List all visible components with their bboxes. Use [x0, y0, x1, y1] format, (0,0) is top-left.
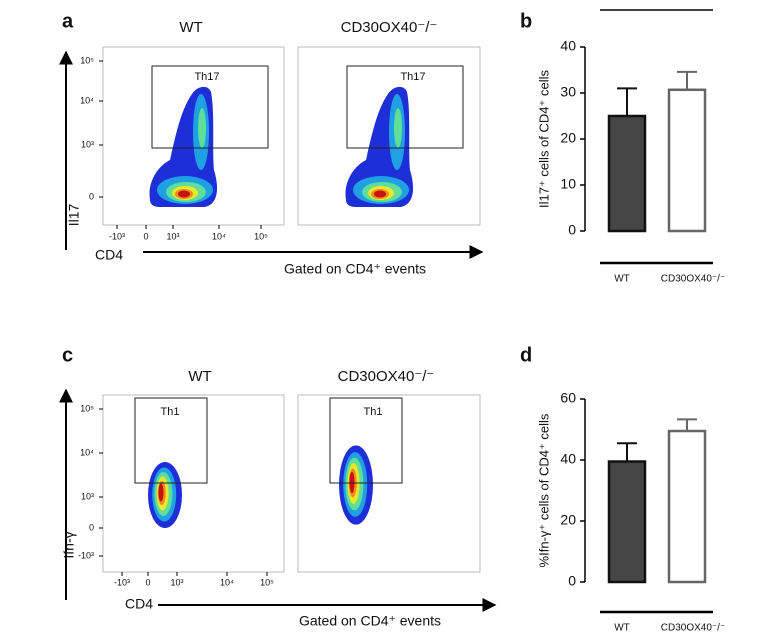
panel-letter: b [520, 10, 532, 32]
y-tick-label: 0 [89, 522, 94, 532]
y-tick-label: 10⁵ [80, 55, 94, 65]
gate [329, 397, 403, 484]
bar [607, 460, 647, 584]
x-tick-label: 10⁴ [212, 231, 226, 241]
density-contour [374, 190, 386, 198]
y-tick-label: 20 [560, 512, 576, 528]
plot-frame [102, 46, 285, 226]
y-tick-label: 10 [560, 176, 576, 192]
y-tick-label: 40 [560, 38, 576, 54]
plot-title: CD30OX40⁻/⁻ [338, 368, 435, 385]
gate [151, 65, 269, 149]
y-tick-label: 10³ [81, 139, 94, 149]
y-axis-label: Ifn-γ [61, 531, 77, 558]
y-axis-label: Il17⁺ cells of CD4⁺ cells [536, 70, 551, 208]
density-contour [394, 108, 402, 148]
x-tick-label: -10³ [109, 231, 125, 241]
x-tick-label: 10³ [166, 231, 179, 241]
x-tick-label: CD30OX40⁻/⁻ [661, 274, 725, 285]
y-tick-label: 10³ [81, 491, 94, 501]
density-contour [178, 190, 190, 198]
y-tick-label: 0 [89, 191, 94, 201]
x-tick-label: 10⁵ [260, 577, 274, 587]
y-tick-label: 40 [560, 451, 576, 467]
y-tick-label: -10³ [78, 550, 94, 560]
density-contour [158, 483, 164, 502]
plot-frame [297, 394, 481, 573]
plot-title: WT [179, 19, 202, 36]
plot-title: WT [188, 368, 211, 385]
y-tick-label: 30 [560, 84, 576, 100]
y-axis-label: %Ifn-γ⁺ cells of CD4⁺ cells [536, 413, 551, 567]
x-tick-label: WT [614, 623, 630, 634]
gating-note: Gated on CD4⁺ events [299, 613, 441, 629]
gate [346, 65, 464, 149]
x-tick-label: CD30OX40⁻/⁻ [661, 623, 725, 634]
x-tick-label: 0 [143, 231, 148, 241]
panel-letter: d [520, 344, 532, 366]
bar [667, 429, 707, 584]
density-contour [198, 108, 206, 148]
flow-panel: a Th17 WT Th17 CD30OX40⁻/⁻ 10⁵ 10⁴ 10³ 0 -10³ 0 10³… [59, 10, 484, 277]
bar [607, 114, 647, 233]
plot-title: CD30OX40⁻/⁻ [341, 19, 438, 36]
panel-letter: c [62, 344, 73, 366]
gate [134, 397, 208, 484]
y-tick-label: 10⁴ [80, 95, 94, 105]
gate-label: Th1 [161, 406, 180, 418]
y-tick-label: 10⁴ [80, 447, 94, 457]
y-tick-label: 10⁵ [80, 403, 94, 413]
x-tick-label: 10⁵ [254, 231, 268, 241]
x-tick-label: 10³ [170, 577, 183, 587]
x-tick-label: -10³ [114, 577, 130, 587]
gate-label: Th17 [400, 71, 425, 83]
x-tick-label: 10⁴ [220, 577, 234, 587]
flow-panel: c Th1 WT Th1 CD30OX40⁻/⁻ 10⁵ 10⁴ 10³ 0 -10³ -10³ 0 1… [59, 344, 497, 629]
y-tick-label: 60 [560, 390, 576, 406]
x-axis-label: CD4 [125, 596, 153, 612]
y-tick-label: 20 [560, 130, 576, 146]
gate-label: Th1 [364, 406, 383, 418]
gate-label: Th17 [194, 71, 219, 83]
plot-frame [297, 46, 481, 226]
x-axis-label: CD4 [95, 247, 123, 263]
x-tick-label: WT [614, 274, 630, 285]
gating-note: Gated on CD4⁺ events [284, 261, 426, 277]
y-axis-label: Il17 [66, 204, 82, 227]
x-tick-label: 0 [145, 577, 150, 587]
bar [667, 88, 707, 233]
panel-letter: a [62, 10, 74, 32]
y-tick-label: 0 [568, 573, 576, 589]
plot-frame [102, 394, 285, 573]
y-tick-label: 0 [568, 222, 576, 238]
